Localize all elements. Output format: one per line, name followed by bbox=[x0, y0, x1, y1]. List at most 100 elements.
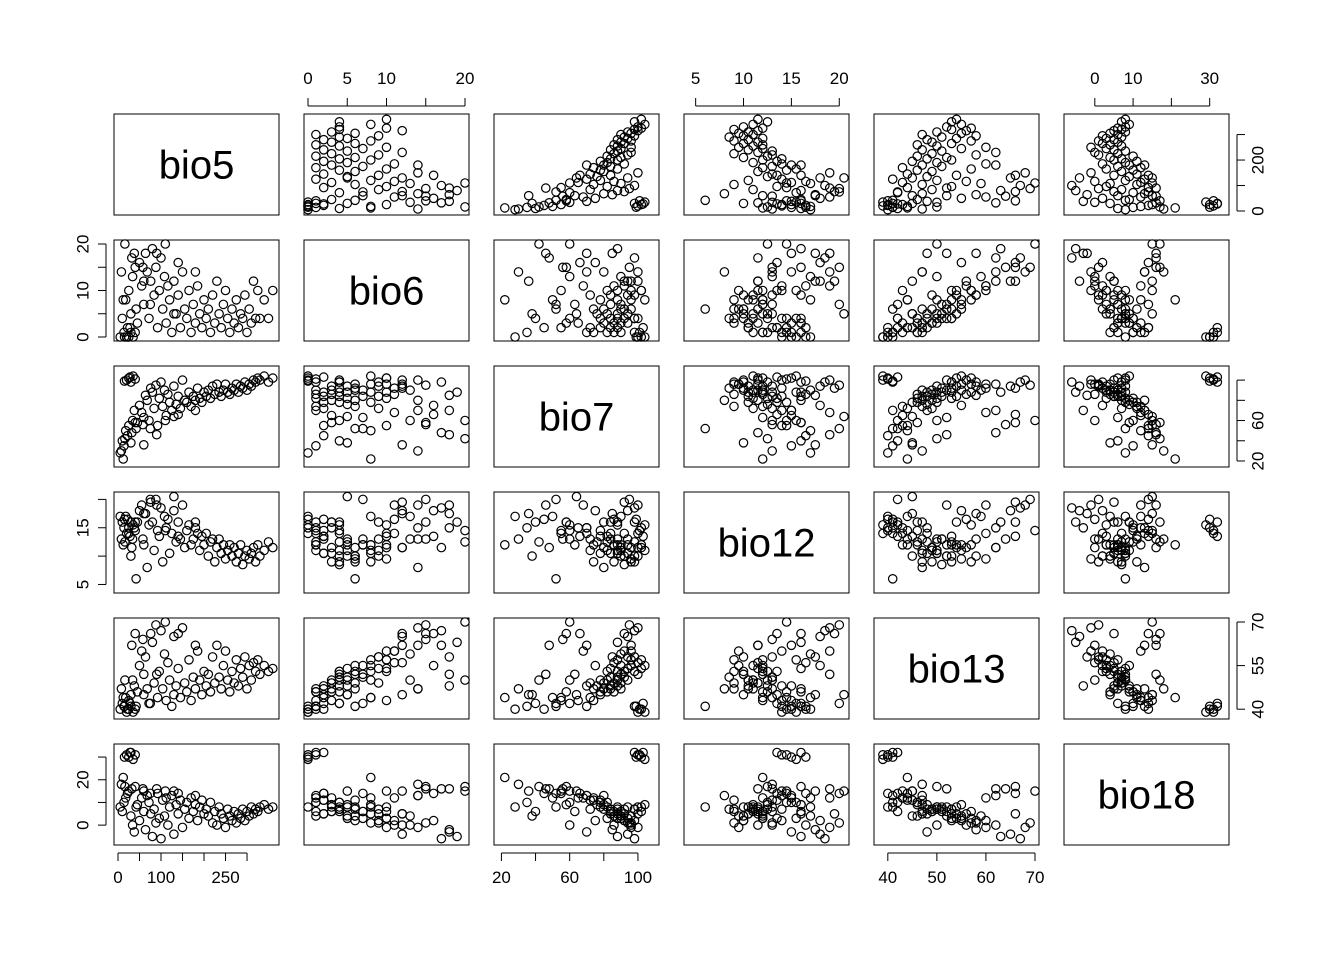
data-point bbox=[1212, 327, 1223, 338]
data-point bbox=[154, 531, 165, 542]
data-point bbox=[936, 132, 947, 142]
data-point bbox=[311, 151, 321, 161]
data-point bbox=[951, 802, 962, 812]
data-point bbox=[887, 514, 898, 525]
data-point bbox=[951, 542, 962, 553]
data-point bbox=[887, 405, 898, 416]
data-point bbox=[767, 672, 777, 682]
data-point bbox=[981, 528, 991, 539]
data-point bbox=[824, 793, 835, 803]
panel-bio7-vs-bio12 bbox=[683, 365, 850, 468]
data-point bbox=[164, 294, 175, 305]
data-point bbox=[748, 294, 758, 305]
data-point bbox=[1151, 248, 1161, 259]
data-point bbox=[805, 448, 816, 458]
data-point bbox=[151, 494, 161, 505]
data-point bbox=[460, 781, 470, 792]
data-point bbox=[757, 454, 768, 464]
panel-frame bbox=[683, 743, 850, 846]
data-point bbox=[966, 285, 976, 296]
data-point bbox=[342, 689, 353, 700]
data-point bbox=[907, 276, 918, 286]
data-point bbox=[882, 511, 893, 522]
y-axis-bio12: 515 bbox=[73, 498, 107, 589]
data-point bbox=[626, 640, 636, 651]
data-point bbox=[902, 539, 913, 550]
data-point bbox=[757, 162, 768, 173]
data-point bbox=[946, 551, 957, 561]
data-point bbox=[139, 412, 149, 423]
data-point bbox=[805, 425, 816, 436]
data-point bbox=[190, 790, 201, 801]
data-point bbox=[212, 640, 222, 651]
data-point bbox=[539, 322, 549, 333]
data-point bbox=[120, 537, 130, 547]
data-point bbox=[1136, 201, 1146, 212]
data-point bbox=[887, 174, 898, 184]
data-point bbox=[781, 617, 792, 627]
data-point bbox=[902, 294, 913, 305]
data-point bbox=[1136, 281, 1146, 291]
data-point bbox=[237, 559, 248, 570]
data-point bbox=[892, 806, 903, 817]
data-point bbox=[381, 123, 392, 133]
data-point bbox=[907, 795, 918, 805]
data-point bbox=[609, 556, 619, 567]
data-point bbox=[971, 290, 981, 300]
data-point bbox=[936, 383, 947, 393]
data-point bbox=[1147, 173, 1157, 183]
data-point bbox=[358, 698, 368, 709]
data-point bbox=[397, 497, 407, 507]
data-point bbox=[892, 199, 903, 209]
data-point bbox=[136, 281, 147, 291]
data-point bbox=[902, 534, 913, 544]
data-point bbox=[946, 155, 957, 165]
data-point bbox=[428, 193, 439, 204]
panel-frame bbox=[113, 617, 280, 720]
data-point bbox=[240, 290, 250, 300]
data-point bbox=[892, 520, 903, 530]
panel-frame bbox=[493, 239, 660, 342]
data-point bbox=[971, 551, 981, 561]
data-point bbox=[932, 534, 942, 544]
data-point bbox=[358, 187, 368, 197]
data-point bbox=[311, 797, 321, 808]
data-point bbox=[897, 199, 908, 210]
tick-label: 100 bbox=[624, 868, 652, 887]
data-point bbox=[522, 327, 532, 338]
data-point bbox=[1212, 372, 1223, 382]
data-point bbox=[951, 308, 962, 319]
data-point bbox=[182, 525, 192, 536]
data-point bbox=[619, 628, 630, 639]
data-point bbox=[882, 199, 893, 210]
data-point bbox=[420, 781, 431, 792]
data-point bbox=[365, 772, 376, 783]
panel-bio13-vs-bio18 bbox=[1063, 617, 1230, 720]
data-point bbox=[1078, 248, 1089, 259]
data-point bbox=[1151, 669, 1161, 680]
data-point bbox=[397, 689, 407, 700]
data-point bbox=[738, 290, 749, 300]
data-point bbox=[190, 683, 201, 694]
data-point bbox=[358, 391, 368, 402]
data-point bbox=[436, 180, 447, 191]
data-point bbox=[927, 166, 937, 177]
data-point bbox=[177, 267, 188, 277]
data-point bbox=[1151, 183, 1161, 193]
data-point bbox=[156, 377, 166, 387]
data-point bbox=[796, 663, 806, 674]
data-point bbox=[762, 377, 773, 387]
data-point bbox=[125, 322, 135, 333]
data-point bbox=[733, 646, 744, 656]
data-point bbox=[700, 304, 710, 314]
data-point bbox=[626, 147, 636, 158]
data-point bbox=[639, 119, 650, 130]
data-point bbox=[397, 379, 407, 389]
data-point bbox=[1030, 239, 1040, 249]
data-point bbox=[897, 420, 908, 431]
data-point bbox=[436, 542, 447, 553]
data-point bbox=[946, 815, 957, 826]
data-point bbox=[127, 253, 137, 263]
data-point bbox=[373, 403, 384, 414]
data-point bbox=[444, 783, 455, 794]
